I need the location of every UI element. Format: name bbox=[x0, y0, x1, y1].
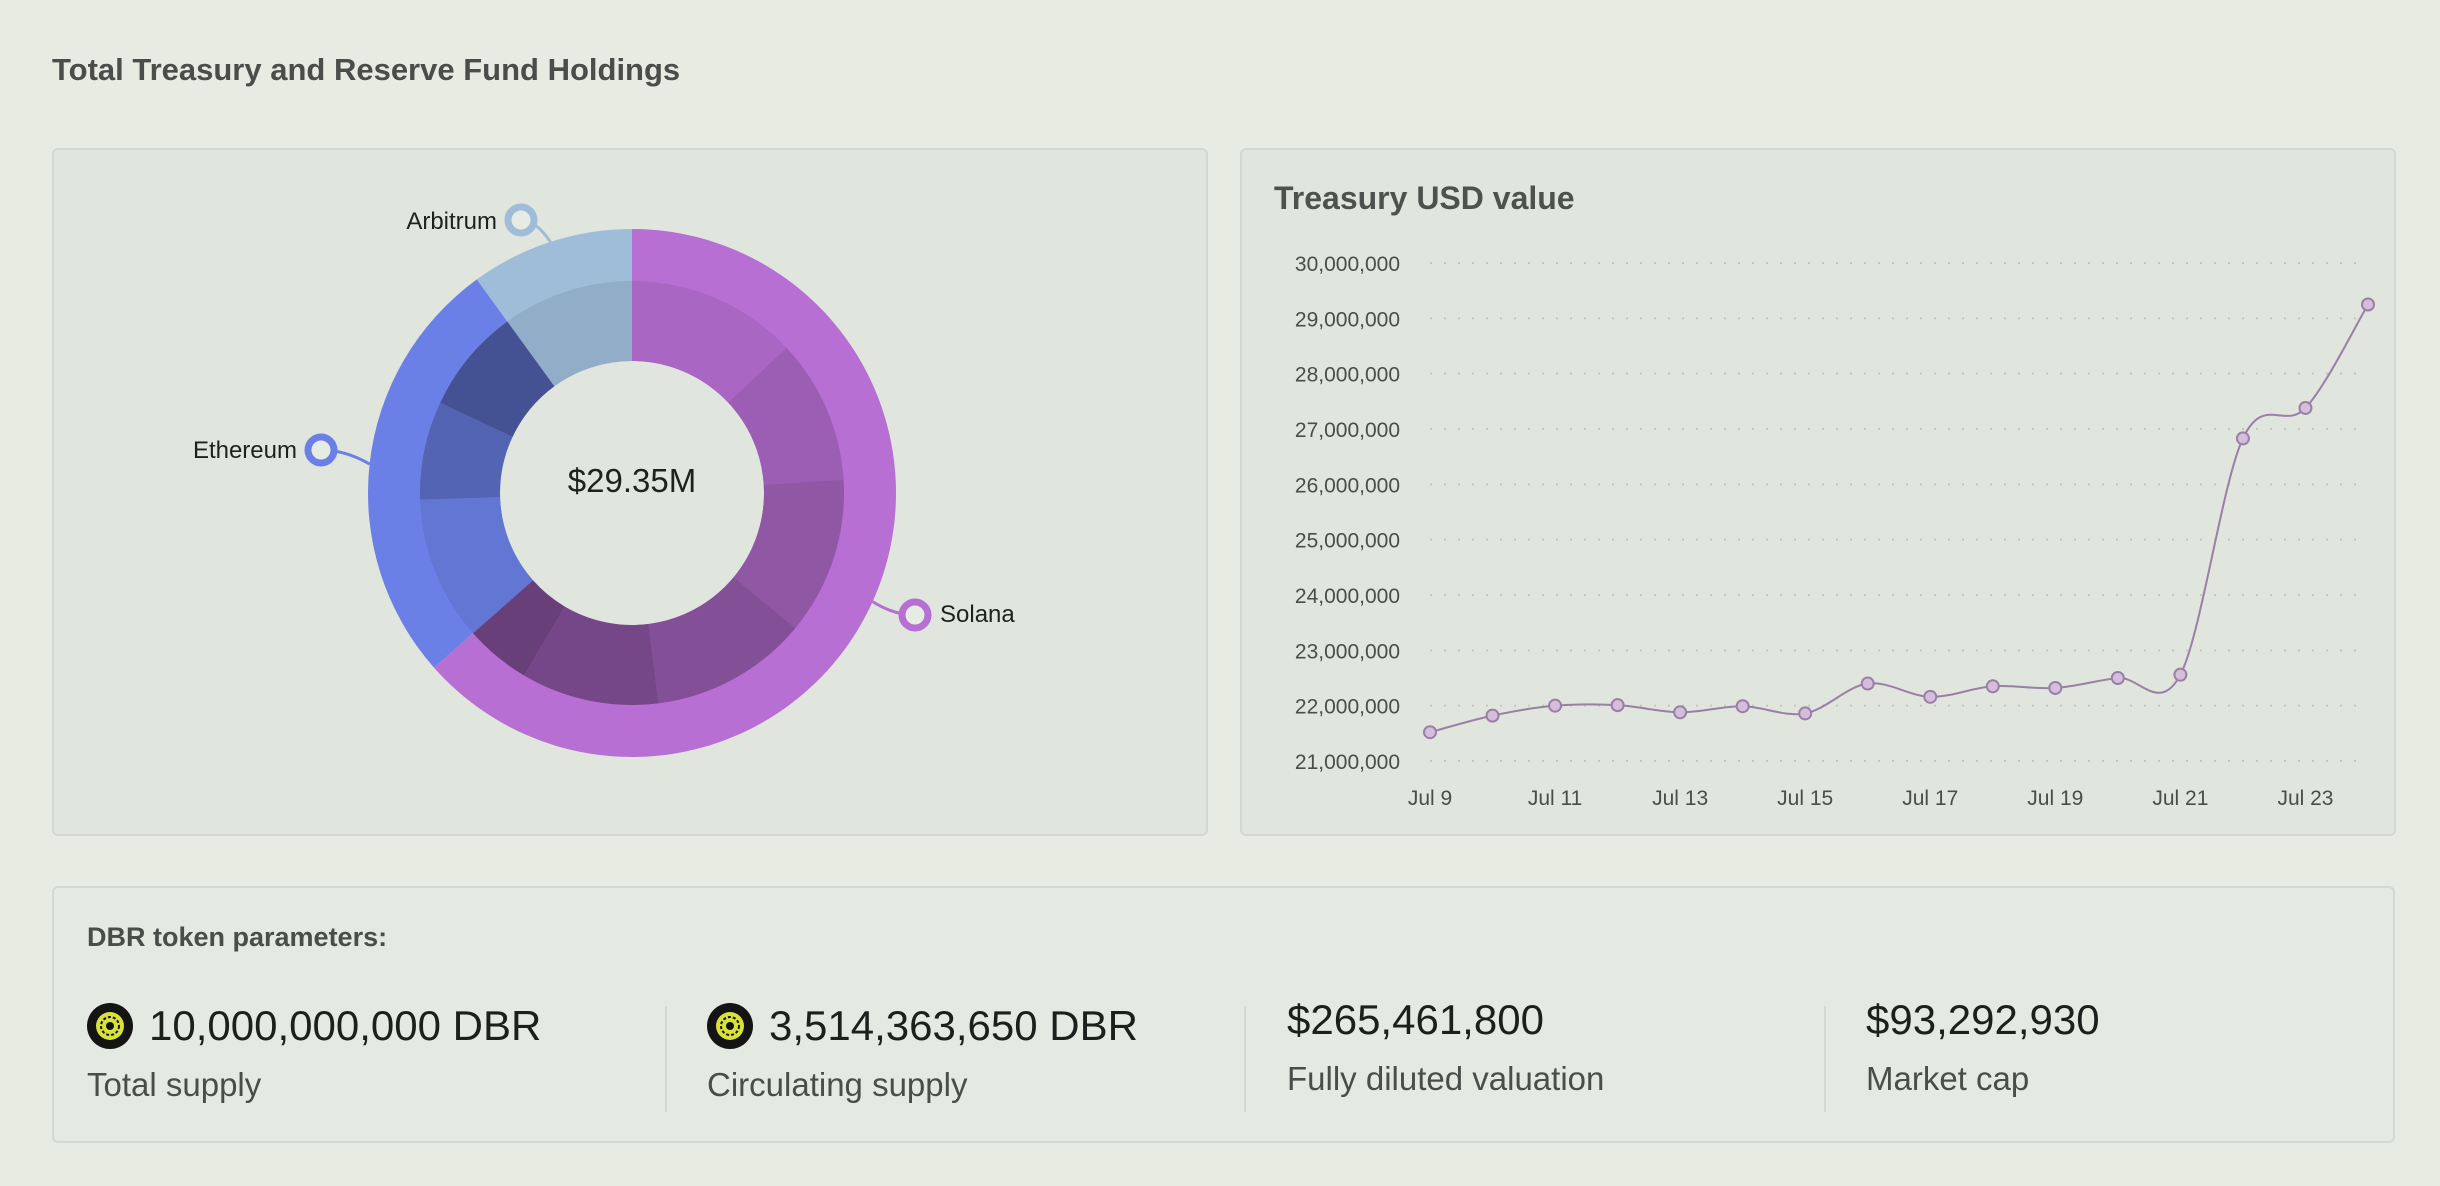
data-point bbox=[1798, 706, 1813, 721]
data-point bbox=[2298, 400, 2313, 415]
treasury-allocation-donut-chart: $29.35M Arbitrum Ethereum Solana bbox=[193, 203, 1015, 757]
x-tick-label: Jul 15 bbox=[1777, 787, 1833, 810]
y-axis-tick-labels: 21,000,000 22,000,000 23,000,000 24,000,000… bbox=[1295, 253, 1400, 774]
treasury-value-series-line bbox=[1429, 303, 2369, 734]
data-point bbox=[2048, 680, 2063, 695]
dbr-token-icon bbox=[87, 1003, 133, 1049]
legend-marker-arbitrum bbox=[504, 203, 538, 237]
params-title: DBR token parameters: bbox=[87, 922, 388, 952]
total-supply-value: 10,000,000,000 DBR bbox=[149, 1002, 542, 1049]
legend-marker-solana bbox=[898, 598, 932, 632]
y-gridlines bbox=[1430, 262, 2368, 762]
treasury-usd-value-line-chart: 21,000,000 22,000,000 23,000,000 24,000,000… bbox=[1295, 253, 2375, 810]
slice-label-solana: Solana bbox=[940, 601, 1015, 628]
x-axis-tick-labels: Jul 9 Jul 11 Jul 13 Jul 15 Jul 17 Jul 19 Jul 2… bbox=[1408, 787, 2334, 810]
data-point bbox=[2110, 671, 2125, 685]
donut-center-label: $29.35M bbox=[568, 462, 696, 499]
donut-leader-lines bbox=[304, 203, 932, 632]
data-point bbox=[1485, 708, 1500, 723]
y-tick-label: 28,000,000 bbox=[1295, 364, 1400, 387]
data-point bbox=[1985, 679, 2000, 694]
stat-total-supply: 10,000,000,000 DBR Total supply bbox=[87, 998, 541, 1110]
y-tick-label: 25,000,000 bbox=[1295, 530, 1400, 553]
donut-inner-segment-solana bbox=[733, 479, 845, 629]
treasury-usd-value-card: Treasury USD value 21,000,000 22,000,000 2… bbox=[1240, 148, 2396, 836]
y-tick-label: 27,000,000 bbox=[1295, 419, 1400, 442]
x-tick-label: Jul 11 bbox=[1528, 787, 1582, 810]
circulating-supply-value: 3,514,363,650 DBR bbox=[769, 1002, 1138, 1049]
y-tick-label: 30,000,000 bbox=[1295, 253, 1400, 276]
data-point bbox=[2361, 297, 2375, 312]
donut-inner-ring bbox=[420, 281, 845, 705]
treasury-allocation-card: $29.35M Arbitrum Ethereum Solana bbox=[52, 148, 1208, 836]
data-point bbox=[1923, 689, 1938, 704]
line-chart-title: Treasury USD value bbox=[1274, 180, 1575, 216]
dbr-token-icon bbox=[707, 1003, 753, 1049]
y-tick-label: 22,000,000 bbox=[1295, 696, 1400, 719]
dbr-token-parameters-card: DBR token parameters: 10,000,000,000 DBR… bbox=[52, 886, 2395, 1143]
fdv-value: $265,461,800 bbox=[1287, 996, 1544, 1043]
stat-market-cap: $93,292,930 Market cap bbox=[1866, 992, 2100, 1104]
donut-inner-segment-solana bbox=[648, 577, 796, 704]
circulating-supply-label: Circulating supply bbox=[707, 1066, 968, 1103]
data-point bbox=[2235, 431, 2250, 446]
data-point bbox=[1423, 725, 1437, 740]
donut-inner-segment-ethereum bbox=[440, 321, 555, 437]
x-tick-label: Jul 23 bbox=[2277, 787, 2333, 810]
slice-label-arbitrum: Arbitrum bbox=[406, 208, 497, 235]
x-tick-label: Jul 13 bbox=[1652, 787, 1708, 810]
page-title: Total Treasury and Reserve Fund Holdings bbox=[52, 52, 681, 87]
y-tick-label: 23,000,000 bbox=[1295, 640, 1400, 663]
stat-fully-diluted-valuation: $265,461,800 Fully diluted valuation bbox=[1287, 992, 1604, 1104]
y-tick-label: 29,000,000 bbox=[1295, 308, 1400, 331]
donut-inner-segment-solana bbox=[524, 606, 659, 705]
donut-inner-segment-solana bbox=[728, 347, 844, 485]
stat-divider bbox=[1244, 1006, 1246, 1112]
legend-marker-ethereum bbox=[304, 433, 338, 467]
market-cap-value: $93,292,930 bbox=[1866, 996, 2100, 1043]
x-tick-label: Jul 17 bbox=[1902, 787, 1958, 810]
data-point bbox=[1548, 698, 1563, 713]
total-supply-label: Total supply bbox=[87, 1066, 262, 1103]
donut-inner-segment-ethereum bbox=[420, 497, 533, 634]
x-tick-label: Jul 19 bbox=[2027, 787, 2083, 810]
stat-divider bbox=[665, 1006, 667, 1112]
data-point bbox=[1735, 699, 1750, 714]
donut-inner-segment-ethereum bbox=[420, 402, 513, 500]
slice-label-ethereum: Ethereum bbox=[193, 437, 297, 464]
treasury-value-series-points bbox=[1423, 297, 2375, 740]
market-cap-label: Market cap bbox=[1866, 1060, 2030, 1097]
data-point bbox=[1860, 676, 1875, 691]
donut-inner-segment-solana bbox=[632, 281, 787, 403]
x-tick-label: Jul 9 bbox=[1408, 787, 1452, 810]
y-tick-label: 26,000,000 bbox=[1295, 474, 1400, 497]
data-point bbox=[1610, 698, 1625, 713]
y-tick-label: 24,000,000 bbox=[1295, 585, 1400, 608]
y-tick-label: 21,000,000 bbox=[1295, 751, 1400, 774]
donut-inner-segment-solana bbox=[472, 580, 565, 676]
fdv-label: Fully diluted valuation bbox=[1287, 1060, 1605, 1097]
donut-inner-segment-arbitrum bbox=[507, 281, 632, 387]
data-point bbox=[1673, 705, 1688, 720]
stat-divider bbox=[1824, 1006, 1826, 1112]
stat-circulating-supply: 3,514,363,650 DBR Circulating supply bbox=[707, 998, 1138, 1110]
data-point bbox=[2173, 667, 2188, 682]
x-tick-label: Jul 21 bbox=[2152, 787, 2208, 810]
